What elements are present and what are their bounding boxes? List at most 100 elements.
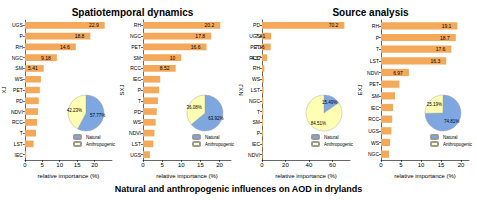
svg-text:16.3: 16.3 — [430, 58, 440, 64]
svg-text:5.41: 5.41 — [28, 65, 38, 71]
svg-text:15: 15 — [197, 162, 204, 168]
svg-text:17.6: 17.6 — [436, 46, 446, 52]
svg-text:0: 0 — [141, 162, 145, 168]
svg-text:WS: WS — [252, 76, 261, 82]
svg-text:RH: RH — [253, 65, 261, 71]
svg-text:8.52: 8.52 — [160, 65, 170, 71]
svg-text:Spatiotemporal dynamics: Spatiotemporal dynamics — [72, 7, 194, 18]
svg-text:RCC: RCC — [130, 65, 141, 71]
svg-text:9.18: 9.18 — [41, 55, 51, 61]
svg-text:RH: RH — [372, 23, 380, 29]
svg-text:60: 60 — [329, 162, 336, 168]
svg-text:EXJ: EXJ — [357, 84, 363, 95]
svg-text:6.97: 6.97 — [393, 70, 403, 76]
svg-text:5: 5 — [160, 162, 164, 168]
svg-text:PET: PET — [13, 87, 23, 93]
svg-text:19.1: 19.1 — [442, 23, 452, 29]
svg-text:Natural: Natural — [324, 135, 339, 140]
svg-text:Natural: Natural — [205, 135, 220, 140]
svg-text:Anthropogenic: Anthropogenic — [205, 142, 235, 147]
svg-text:P: P — [257, 130, 261, 136]
svg-text:PD: PD — [134, 109, 141, 115]
svg-text:0: 0 — [379, 162, 383, 168]
svg-text:57.77%: 57.77% — [90, 113, 105, 118]
svg-text:Anthropogenic: Anthropogenic — [324, 142, 354, 147]
svg-text:RCC: RCC — [12, 119, 23, 125]
svg-text:74.81%: 74.81% — [444, 119, 459, 124]
svg-text:NXJ: NXJ — [238, 84, 244, 95]
svg-text:36.08%: 36.08% — [186, 105, 201, 110]
svg-text:16.6: 16.6 — [191, 44, 201, 50]
svg-text:84.51%: 84.51% — [311, 121, 326, 126]
svg-text:NGC: NGC — [130, 33, 142, 39]
svg-text:IEC: IEC — [252, 141, 261, 147]
svg-text:SM: SM — [15, 65, 23, 71]
svg-text:SXJ: SXJ — [119, 84, 125, 95]
svg-text:14.6: 14.6 — [60, 44, 70, 50]
svg-text:20: 20 — [458, 162, 465, 168]
svg-text:NDVI: NDVI — [248, 152, 260, 158]
svg-text:IEC: IEC — [133, 76, 142, 82]
svg-text:10: 10 — [170, 55, 176, 61]
svg-text:PET: PET — [369, 81, 379, 87]
svg-text:Natural: Natural — [86, 135, 101, 140]
svg-text:IEC: IEC — [15, 152, 24, 158]
svg-text:relative importance (%): relative importance (%) — [394, 173, 456, 179]
svg-text:Anthropogenic: Anthropogenic — [86, 142, 116, 147]
svg-text:NDVI: NDVI — [367, 70, 379, 76]
svg-text:25.19%: 25.19% — [427, 102, 442, 107]
svg-text:17.8: 17.8 — [195, 33, 205, 39]
svg-text:NDVI: NDVI — [11, 109, 23, 115]
svg-text:RH: RH — [16, 44, 24, 50]
svg-text:SM: SM — [253, 119, 261, 125]
svg-text:PD: PD — [253, 22, 260, 28]
svg-text:P: P — [20, 33, 24, 39]
svg-text:WS: WS — [371, 140, 380, 146]
svg-text:NGC: NGC — [12, 55, 24, 61]
svg-text:20: 20 — [91, 162, 98, 168]
svg-text:P: P — [376, 35, 380, 41]
svg-text:70.2: 70.2 — [329, 22, 339, 28]
svg-text:T: T — [138, 98, 141, 104]
svg-text:22.9: 22.9 — [89, 22, 99, 28]
svg-text:7.81: 7.81 — [255, 33, 265, 39]
svg-text:UGS: UGS — [12, 22, 24, 28]
svg-text:RCC: RCC — [249, 55, 260, 61]
svg-text:IEC: IEC — [371, 105, 380, 111]
svg-text:18.7: 18.7 — [440, 35, 450, 41]
svg-text:T: T — [20, 130, 23, 136]
svg-text:10: 10 — [418, 162, 425, 168]
svg-text:NDVI: NDVI — [129, 130, 141, 136]
svg-text:LST: LST — [132, 141, 141, 147]
svg-text:T: T — [257, 109, 260, 115]
svg-text:RCC: RCC — [368, 116, 379, 122]
svg-text:NGC: NGC — [368, 151, 380, 157]
svg-text:Anthropogenic: Anthropogenic — [443, 142, 473, 147]
svg-text:7.36: 7.36 — [255, 44, 265, 50]
svg-text:10: 10 — [56, 162, 63, 168]
svg-text:WS: WS — [15, 76, 24, 82]
svg-text:T: T — [376, 46, 379, 52]
svg-text:PET: PET — [131, 44, 141, 50]
svg-text:SM: SM — [134, 55, 142, 61]
svg-text:WS: WS — [133, 119, 142, 125]
svg-text:0: 0 — [260, 162, 264, 168]
svg-text:20: 20 — [216, 162, 223, 168]
svg-text:LST: LST — [370, 58, 379, 64]
svg-text:42.23%: 42.23% — [67, 108, 82, 113]
svg-text:LST: LST — [251, 87, 260, 93]
svg-text:15.49%: 15.49% — [322, 100, 337, 105]
svg-text:Natural: Natural — [443, 135, 458, 140]
svg-text:relative importance (%): relative importance (%) — [275, 173, 337, 179]
svg-text:18.8: 18.8 — [75, 33, 85, 39]
svg-text:NGC: NGC — [249, 98, 261, 104]
svg-text:Natural and anthropogenic infl: Natural and anthropogenic influences on … — [115, 184, 363, 194]
svg-text:XJ: XJ — [1, 86, 7, 93]
svg-text:RH: RH — [134, 22, 142, 28]
svg-text:PD: PD — [16, 98, 23, 104]
svg-text:P: P — [138, 87, 142, 93]
svg-text:40: 40 — [306, 162, 313, 168]
svg-text:4.37: 4.37 — [251, 55, 261, 61]
svg-text:LST: LST — [14, 141, 23, 147]
svg-text:relative importance (%): relative importance (%) — [38, 173, 100, 179]
